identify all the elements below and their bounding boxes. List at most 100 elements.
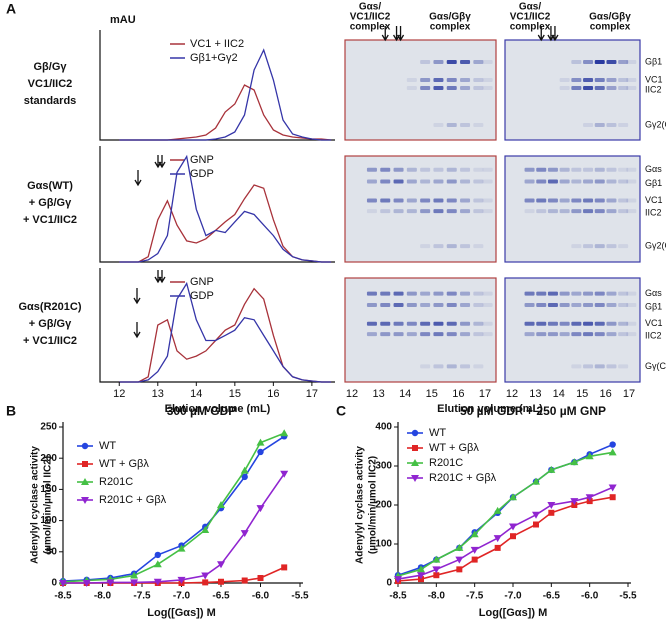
legend-marker — [82, 461, 88, 467]
gel-band — [460, 60, 471, 64]
complex-label: Gαs/Gβγ — [589, 12, 631, 23]
trace — [119, 184, 332, 263]
x-tick-label: 13 — [372, 388, 384, 400]
trace — [119, 84, 332, 141]
gel-band — [482, 60, 493, 64]
gel-band — [460, 198, 471, 203]
band-label: IIC2 — [645, 84, 662, 94]
legend-label: GDP — [190, 290, 214, 302]
gel-band — [606, 78, 617, 82]
legend-label: WT + Gβλ — [429, 442, 479, 454]
gel-band — [626, 60, 637, 64]
band-label: IIC2 — [645, 331, 662, 341]
gel-band — [594, 198, 605, 203]
band-label: VC1 — [645, 318, 663, 328]
gel-band — [594, 291, 605, 296]
gel-band — [618, 321, 629, 326]
gel-band — [460, 303, 471, 308]
gel-band — [583, 364, 594, 369]
legend-marker — [81, 478, 89, 485]
gel-band — [433, 303, 444, 308]
legend-label: R201C + Gβλ — [429, 472, 497, 484]
gel-band — [482, 78, 493, 82]
gel-band — [433, 179, 444, 184]
gel-band — [524, 209, 535, 214]
gel-band — [583, 291, 594, 296]
gel-band — [366, 179, 377, 184]
sample-label: standards — [24, 95, 77, 107]
gel-band — [482, 179, 493, 184]
gel-band — [618, 198, 629, 203]
data-point — [609, 441, 616, 448]
y-axis-label: (µmol/min/µmol IIC2) — [43, 456, 54, 554]
x-tick-label: -5.5 — [291, 591, 309, 602]
gel-band — [559, 209, 570, 214]
legend-label: Gβ1+Gγ2 — [190, 52, 238, 64]
arrow — [154, 270, 162, 284]
gel-band — [606, 291, 617, 296]
complex-label: complex — [590, 22, 631, 33]
gel-band — [547, 332, 558, 337]
x-tick-label: 14 — [399, 388, 411, 400]
sample-label: Gαs(R201C) — [18, 301, 81, 313]
gel-band — [571, 291, 582, 296]
gel-band — [583, 332, 594, 337]
gel-band — [583, 86, 594, 90]
gel-band — [473, 86, 484, 90]
y-tick-label: 0 — [386, 578, 392, 589]
arrow — [158, 155, 166, 169]
gel-band — [524, 198, 535, 203]
gel-band — [547, 291, 558, 296]
band-label: Gγ2(C68S) — [645, 240, 666, 250]
gel-band — [606, 198, 617, 203]
gel-band — [473, 78, 484, 82]
gel-band — [536, 332, 547, 337]
gel-band — [473, 209, 484, 214]
data-point — [257, 575, 264, 582]
gel-band — [571, 167, 582, 172]
legend-label: GNP — [190, 276, 214, 288]
arrow — [133, 322, 141, 339]
gel-band — [559, 321, 570, 326]
data-point — [456, 566, 463, 573]
data-point — [608, 484, 617, 492]
curve — [62, 432, 285, 583]
gel-band — [433, 364, 444, 369]
gel-band — [571, 332, 582, 337]
gel-band — [406, 78, 417, 82]
gel-band — [524, 167, 535, 172]
gel-band — [618, 364, 629, 369]
x-tick-label: -6.5 — [543, 591, 561, 602]
data-point — [257, 448, 264, 456]
y-axis-label: Adenylyl cyclase activity — [30, 446, 41, 564]
legend-label: VC1 + IIC2 — [190, 38, 244, 50]
data-point — [217, 501, 225, 508]
gel-band — [626, 303, 637, 308]
y-tick-label: 100 — [40, 515, 57, 526]
gel-band — [594, 123, 605, 127]
axis — [99, 268, 335, 383]
gel-band — [406, 332, 417, 337]
gel-band — [559, 198, 570, 203]
gel-band — [433, 86, 444, 90]
gel-band — [460, 123, 471, 127]
gel-band — [547, 179, 558, 184]
band-label: IIC2 — [645, 207, 662, 217]
x-tick-label: 12 — [506, 388, 518, 400]
gel-band — [618, 303, 629, 308]
gel-band — [594, 60, 605, 64]
arrow — [551, 26, 559, 42]
x-tick-label: -8.0 — [428, 591, 446, 602]
legend-label: R201C — [429, 457, 463, 469]
legend-marker — [412, 445, 418, 451]
gel-band — [420, 179, 431, 184]
gel-band — [406, 303, 417, 308]
gel-band — [571, 179, 582, 184]
gel-band — [606, 364, 617, 369]
gel-band — [571, 364, 582, 369]
data-point — [153, 560, 162, 568]
complex-label: complex — [510, 22, 551, 33]
x-tick-label: -7.0 — [504, 591, 522, 602]
gel-band — [618, 179, 629, 184]
gel-band — [406, 167, 417, 172]
